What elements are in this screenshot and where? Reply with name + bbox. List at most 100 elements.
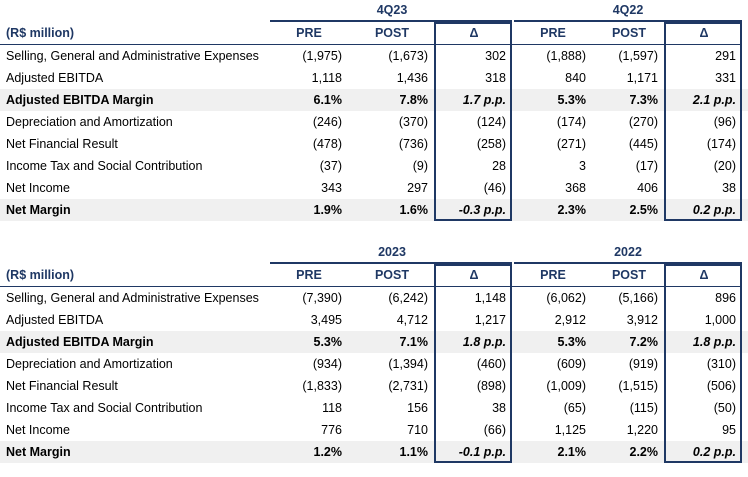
value-a-pre: 1.2% <box>313 445 343 459</box>
table-row: Adjusted EBITDA 1,118 1,436 318 840 1,171 331 <box>0 67 748 89</box>
value-b-delta: (506) <box>706 379 736 393</box>
column-header-b-post: POST <box>611 268 647 282</box>
value-b-pre: (1,009) <box>546 379 586 393</box>
value-b-delta: 0.2 p.p. <box>692 203 736 217</box>
value-b-post: (270) <box>628 115 658 129</box>
value-a-post: 7.1% <box>399 335 429 349</box>
column-header-a-delta: Δ <box>469 268 479 282</box>
value-a-delta: (124) <box>476 115 506 129</box>
row-label: Net Margin <box>6 203 71 217</box>
value-a-delta: (46) <box>483 181 506 195</box>
value-b-delta: (310) <box>706 357 736 371</box>
value-b-post: 7.2% <box>629 335 659 349</box>
value-a-post: (370) <box>398 115 428 129</box>
value-a-post: (736) <box>398 137 428 151</box>
value-b-pre: (65) <box>563 401 586 415</box>
value-b-pre: (1,888) <box>546 49 586 63</box>
row-label: Net Income <box>6 423 70 437</box>
value-b-pre: 840 <box>565 71 586 85</box>
value-a-delta: (258) <box>476 137 506 151</box>
value-b-delta: (174) <box>706 137 736 151</box>
value-b-delta: (20) <box>713 159 736 173</box>
value-a-pre: 5.3% <box>313 335 343 349</box>
value-b-delta: 1.8 p.p. <box>692 335 736 349</box>
table-row: Adjusted EBITDA 3,495 4,712 1,217 2,912 3,912… <box>0 309 748 331</box>
table-row: Adjusted EBITDA Margin 5.3% 7.1% 1.8 p.p. 5.… <box>0 331 748 353</box>
value-a-pre: 6.1% <box>313 93 343 107</box>
period-underline <box>270 20 742 22</box>
value-b-delta: 0.2 p.p. <box>692 445 736 459</box>
value-b-post: 1,171 <box>626 71 658 85</box>
value-a-post: (1,394) <box>388 357 428 371</box>
value-b-delta: 2.1 p.p. <box>692 93 736 107</box>
value-a-post: 1.6% <box>399 203 429 217</box>
column-header-b-pre: PRE <box>540 268 566 282</box>
value-b-post: 7.3% <box>629 93 659 107</box>
value-b-post: 3,912 <box>626 313 658 327</box>
table-row: Net Income 343 297 (46) 368 406 38 <box>0 177 748 199</box>
row-label: Adjusted EBITDA Margin <box>6 93 154 107</box>
value-b-pre: 2.1% <box>557 445 587 459</box>
row-label: Adjusted EBITDA <box>6 313 104 327</box>
delta-column-frame <box>434 22 512 221</box>
period-a-heading: 4Q23 <box>376 3 408 17</box>
value-a-post: 297 <box>407 181 428 195</box>
value-a-post: 4,712 <box>396 313 428 327</box>
value-a-post: 1,436 <box>396 71 428 85</box>
value-a-pre: 776 <box>321 423 342 437</box>
delta-column-frame <box>664 22 742 221</box>
value-a-post: 7.8% <box>399 93 429 107</box>
column-header-row: (R$ million) PRE POST Δ PRE POST Δ <box>0 22 748 44</box>
value-a-pre: 1,118 <box>311 71 342 85</box>
value-a-delta: -0.1 p.p. <box>458 445 506 459</box>
value-b-delta: 331 <box>715 71 736 85</box>
value-b-delta: 38 <box>722 181 736 195</box>
column-header-a-delta: Δ <box>469 26 479 40</box>
row-label: Net Margin <box>6 445 71 459</box>
table-row: Net Financial Result (478) (736) (258) (271)… <box>0 133 748 155</box>
period-separator <box>512 262 514 264</box>
units-label: (R$ million) <box>6 268 75 282</box>
comparison-table: 2023 2022 (R$ million) PRE POST Δ PRE POST Δ Sell… <box>0 242 748 472</box>
value-a-pre: 3,495 <box>310 313 342 327</box>
comparison-table: 4Q23 4Q22 (R$ million) PRE POST Δ PRE POST Δ Sell… <box>0 0 748 230</box>
value-b-pre: 5.3% <box>557 93 587 107</box>
row-label: Selling, General and Administrative Expe… <box>6 49 259 63</box>
value-a-delta: 38 <box>492 401 506 415</box>
row-label: Net Income <box>6 181 70 195</box>
units-label: (R$ million) <box>6 26 75 40</box>
row-label: Adjusted EBITDA Margin <box>6 335 154 349</box>
column-header-b-post: POST <box>611 26 647 40</box>
table-row: Net Margin 1.2% 1.1% -0.1 p.p. 2.1% 2.2% 0.2 p… <box>0 441 748 463</box>
column-header-a-post: POST <box>374 268 410 282</box>
value-b-pre: 3 <box>579 159 586 173</box>
value-b-delta: 95 <box>722 423 736 437</box>
value-a-pre: (478) <box>312 137 342 151</box>
header-underline <box>0 286 742 287</box>
value-b-post: 2.5% <box>629 203 659 217</box>
value-a-delta: 318 <box>485 71 506 85</box>
column-header-a-pre: PRE <box>296 268 322 282</box>
value-a-post: (6,242) <box>388 291 428 305</box>
value-b-pre: 1,125 <box>554 423 586 437</box>
value-a-delta: 1.7 p.p. <box>462 93 506 107</box>
value-b-delta: 896 <box>715 291 736 305</box>
value-b-post: (17) <box>635 159 658 173</box>
period-b-heading: 2022 <box>614 245 642 259</box>
table-row: Net Income 776 710 (66) 1,125 1,220 95 <box>0 419 748 441</box>
value-b-delta: 1,000 <box>704 313 736 327</box>
table-row: Income Tax and Social Contribution (37) (9… <box>0 155 748 177</box>
value-b-post: (445) <box>628 137 658 151</box>
value-a-pre: 1.9% <box>313 203 343 217</box>
value-b-delta: 291 <box>715 49 736 63</box>
period-b-heading: 4Q22 <box>612 3 644 17</box>
value-a-pre: (37) <box>319 159 342 173</box>
value-b-pre: (174) <box>556 115 586 129</box>
table-row: Income Tax and Social Contribution 118 156… <box>0 397 748 419</box>
value-b-delta: (50) <box>713 401 736 415</box>
value-a-post: 1.1% <box>399 445 429 459</box>
value-b-post: (115) <box>629 401 658 415</box>
row-label: Depreciation and Amortization <box>6 357 173 371</box>
delta-column-frame <box>434 264 512 463</box>
value-a-pre: 118 <box>322 401 342 415</box>
